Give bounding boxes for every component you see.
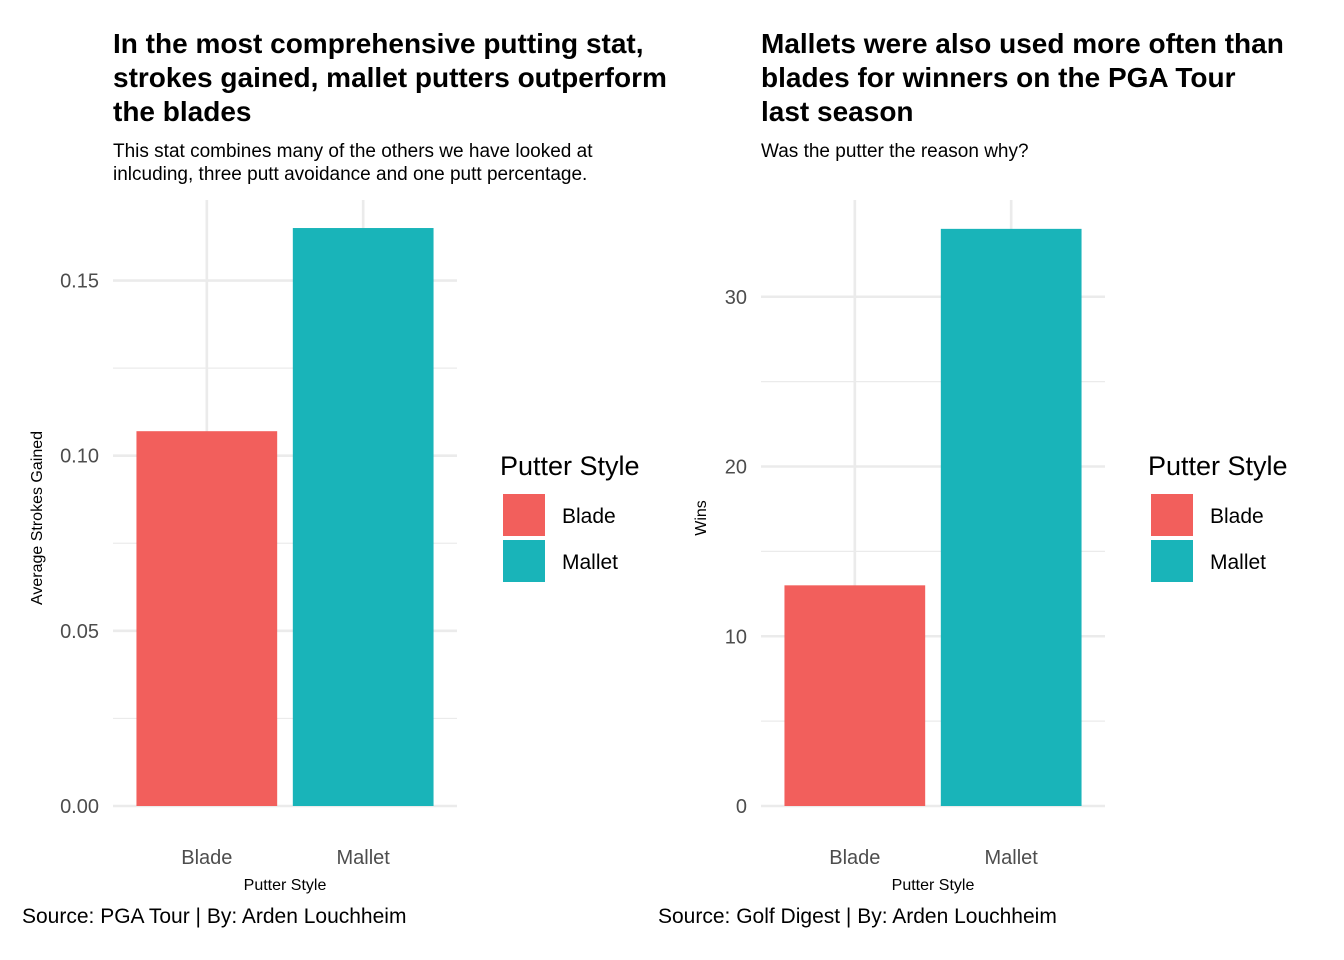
y-tick-label: 10: [725, 626, 747, 648]
chart-title: In the most comprehensive putting stat, …: [113, 27, 667, 129]
chart-title-line: strokes gained, mallet putters outperfor…: [113, 62, 667, 93]
chart-plot: 0 10 20 30 Blade Mallet Putter Style Wins Putter…: [693, 200, 1288, 894]
chart-subtitle: This stat combines many of the others we…: [113, 140, 592, 186]
legend-label: Mallet: [1210, 551, 1266, 574]
chart-title-line: Mallets were also used more often than: [761, 28, 1284, 59]
chart-title-line: In the most comprehensive putting stat,: [113, 28, 644, 59]
chart-title-line: blades for winners on the PGA Tour: [761, 62, 1236, 93]
legend-label: Mallet: [562, 551, 618, 574]
legend-label: Blade: [562, 505, 616, 528]
legend-title: Putter Style: [500, 451, 640, 481]
chart-subtitle-line: Was the putter the reason why?: [761, 141, 1029, 162]
x-axis-title: Putter Style: [244, 877, 327, 894]
chart-subtitle: Was the putter the reason why?: [761, 140, 1029, 163]
bar-blade: [136, 431, 278, 806]
chart-panel-strokes-gained: In the most comprehensive putting stat, …: [22, 27, 667, 928]
chart-subtitle-line: inlcuding, three putt avoidance and one …: [113, 164, 588, 185]
legend-label: Blade: [1210, 505, 1264, 528]
chart-panel-wins: Mallets were also used more often than b…: [648, 0, 1344, 960]
y-tick-label: 0.05: [60, 621, 99, 643]
legend-key-blade: [503, 494, 545, 536]
chart-plot: 0.00 0.05 0.10 0.15 Blade Mallet Putter Style A…: [29, 200, 640, 894]
y-axis-title: Wins: [693, 500, 710, 536]
legend-key-mallet: [503, 540, 545, 582]
bar-mallet: [292, 228, 434, 806]
chart-title-line: last season: [761, 96, 914, 127]
chart-caption: Source: Golf Digest | By: Arden Louchhei…: [658, 905, 1057, 928]
y-tick-label: 0.00: [60, 796, 99, 818]
legend-title: Putter Style: [1148, 451, 1288, 481]
bar-blade: [784, 585, 926, 806]
x-tick-label: Mallet: [985, 847, 1039, 869]
x-axis-title: Putter Style: [892, 877, 975, 894]
y-tick-label: 30: [725, 287, 747, 309]
y-tick-label: 0.10: [60, 446, 99, 468]
x-tick-label: Blade: [829, 847, 880, 869]
y-tick-label: 0.15: [60, 271, 99, 293]
x-tick-label: Blade: [181, 847, 232, 869]
y-axis-title: Average Strokes Gained: [29, 431, 46, 605]
chart-subtitle-line: This stat combines many of the others we…: [113, 141, 593, 162]
chart-title: Mallets were also used more often than b…: [761, 27, 1284, 129]
legend-key-blade: [1151, 494, 1193, 536]
chart-caption: Source: PGA Tour | By: Arden Louchheim: [22, 905, 407, 928]
y-tick-label: 0: [736, 796, 747, 818]
x-tick-label: Mallet: [337, 847, 391, 869]
y-tick-label: 20: [725, 457, 747, 479]
chart-title-line: the blades: [113, 96, 252, 127]
legend-key-mallet: [1151, 540, 1193, 582]
bar-mallet: [940, 228, 1082, 806]
